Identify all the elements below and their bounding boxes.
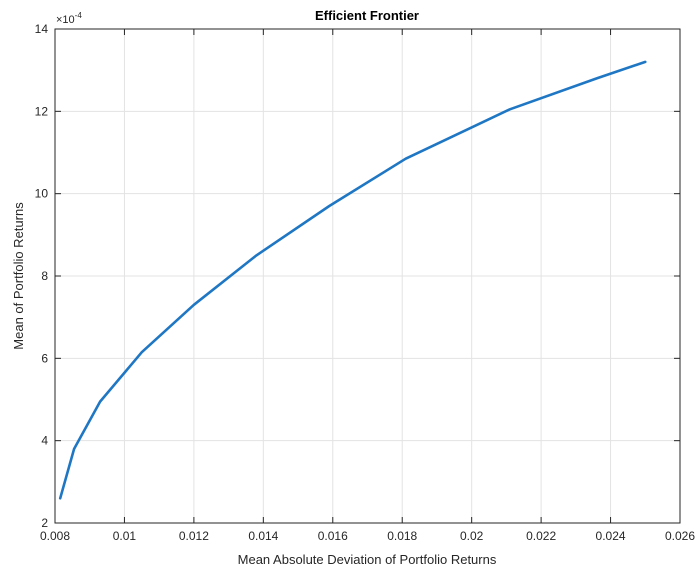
grid — [55, 29, 680, 523]
y-exponent-value: -4 — [75, 11, 83, 20]
x-tick-label: 0.024 — [596, 529, 626, 543]
y-tick-label: 12 — [35, 104, 49, 118]
series-layer — [58, 60, 647, 500]
x-tick-label: 0.012 — [179, 529, 209, 543]
x-tick-label: 0.01 — [113, 529, 137, 543]
y-tick-label: 2 — [41, 516, 48, 530]
y-tick-labels: 2 4 6 8 10 12 14 — [35, 22, 49, 530]
y-axis-label: Mean of Portfolio Returns — [11, 202, 26, 350]
x-tick-label: 0.008 — [40, 529, 70, 543]
tick-marks — [54, 28, 681, 524]
x-tick-label: 0.022 — [526, 529, 556, 543]
y-tick-label: 4 — [41, 434, 48, 448]
y-exponent-base: ×10 — [56, 14, 75, 26]
frontier-line — [58, 60, 647, 500]
y-tick-label: 6 — [41, 351, 48, 365]
y-exponent-label: ×10-4 — [56, 11, 82, 26]
x-tick-label: 0.018 — [387, 529, 417, 543]
x-axis-label: Mean Absolute Deviation of Portfolio Ret… — [238, 552, 497, 567]
x-tick-label: 0.026 — [665, 529, 695, 543]
chart-title: Efficient Frontier — [315, 8, 419, 23]
x-tick-labels: 0.008 0.01 0.012 0.014 0.016 0.018 0.02 0.022 0.… — [40, 529, 695, 543]
x-tick-label: 0.014 — [248, 529, 278, 543]
y-tick-label: 14 — [35, 22, 49, 36]
y-tick-label: 10 — [35, 187, 49, 201]
x-tick-label: 0.016 — [318, 529, 348, 543]
y-tick-label: 8 — [41, 269, 48, 283]
x-tick-label: 0.02 — [460, 529, 484, 543]
